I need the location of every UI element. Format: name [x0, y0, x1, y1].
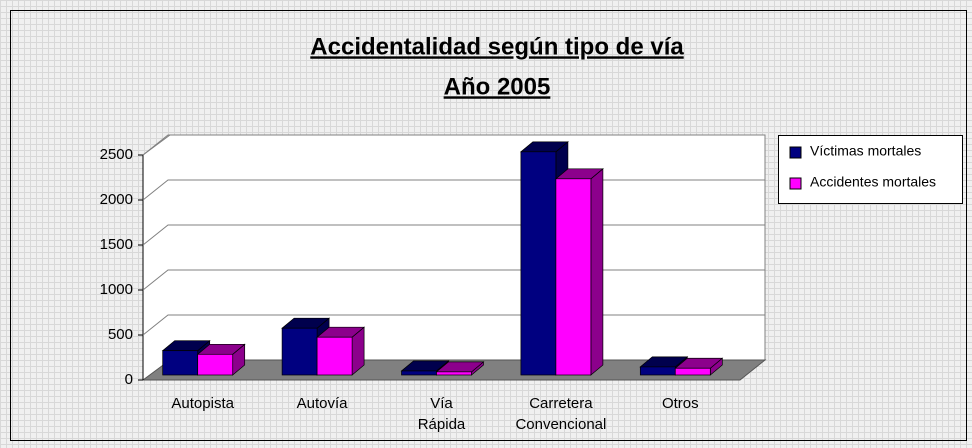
- bar: [196, 343, 246, 376]
- bar: [435, 361, 485, 376]
- y-tick-label: 0: [125, 371, 133, 388]
- grid-line: [142, 134, 765, 156]
- legend-swatch: [789, 177, 802, 190]
- bar-side: [590, 168, 604, 376]
- bar-front: [436, 371, 472, 376]
- bar: [554, 168, 604, 376]
- legend-label: Víctimas mortales: [810, 143, 921, 159]
- x-tick-label: Otros: [662, 395, 699, 412]
- x-tick-label: Autovía: [297, 395, 349, 412]
- chart-title: Año 2005: [444, 73, 551, 100]
- bar-front: [674, 367, 711, 376]
- bar: [316, 326, 366, 376]
- y-tick-label: 2000: [100, 191, 133, 208]
- chart-border: [10, 10, 967, 441]
- legend-swatch: [789, 146, 802, 159]
- bar-front: [281, 327, 318, 376]
- x-tick-label: Vía Rápida: [418, 395, 466, 433]
- legend: [778, 135, 963, 204]
- y-tick-label: 1000: [100, 281, 133, 298]
- legend-label: Accidentes mortales: [810, 174, 936, 190]
- y-tick-label: 500: [108, 326, 133, 343]
- x-tick-label: Autopista: [171, 395, 234, 412]
- bar-front: [520, 151, 557, 376]
- back-wall: [142, 134, 766, 381]
- bar-front: [401, 370, 437, 376]
- bar-front: [555, 178, 592, 376]
- y-tick-label: 1500: [100, 236, 133, 253]
- bar: [674, 357, 724, 376]
- chart-title: Accidentalidad según tipo de vía: [310, 33, 684, 60]
- bar-front: [197, 353, 234, 376]
- y-tick-label: 2500: [100, 146, 133, 163]
- x-tick-label: Carretera Convencional: [515, 395, 606, 433]
- bar-front: [316, 336, 353, 376]
- bar-front: [162, 350, 199, 376]
- bar-front: [639, 366, 676, 376]
